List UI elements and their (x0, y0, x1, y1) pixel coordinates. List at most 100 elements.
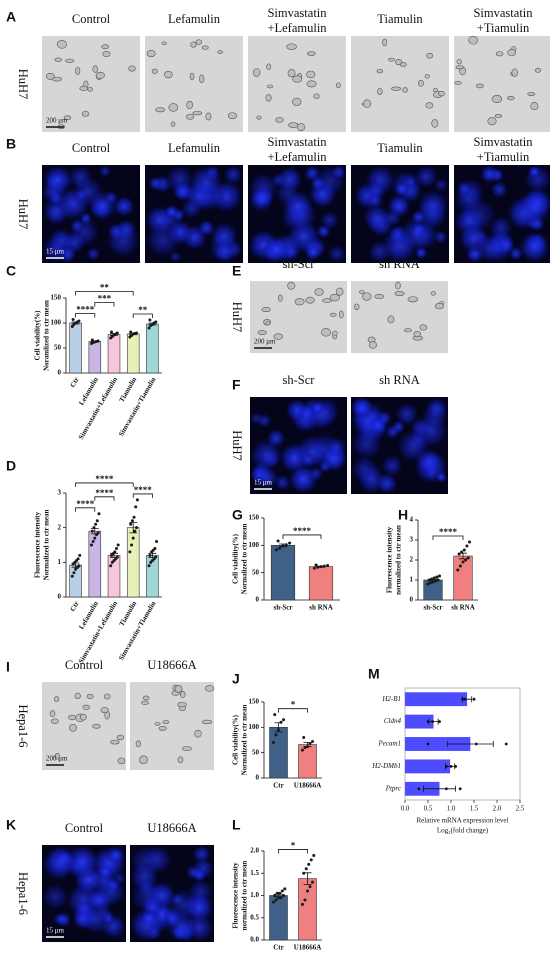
cell (265, 321, 271, 326)
cell (507, 49, 516, 57)
column-label: Simvastatin (267, 135, 327, 149)
data-point (89, 543, 93, 547)
data-point (472, 697, 476, 701)
data-point (312, 566, 316, 570)
stained-region (394, 181, 410, 197)
column-label: Lefamulin (168, 12, 221, 26)
cell (45, 72, 55, 80)
cell (332, 330, 338, 336)
data-point (275, 891, 279, 895)
data-point (90, 529, 94, 533)
bar (69, 322, 82, 374)
cell (81, 110, 90, 117)
cell (402, 87, 408, 93)
cell (201, 719, 213, 725)
cell (192, 110, 203, 116)
y-axis-label: Cell viability(%) (232, 533, 240, 584)
data-point (115, 555, 119, 559)
data-point (90, 338, 94, 342)
data-point (300, 902, 304, 906)
cell (329, 312, 337, 317)
data-point (109, 564, 113, 568)
cell (257, 330, 267, 335)
bar (405, 781, 440, 796)
data-point (282, 894, 286, 897)
data-point (72, 571, 76, 575)
data-point (309, 858, 313, 862)
stained-region (86, 246, 101, 261)
stained-region (113, 195, 135, 217)
significance-label: **** (293, 526, 312, 536)
cell (186, 100, 193, 110)
stained-region (213, 241, 236, 263)
cell (455, 65, 464, 70)
cell (368, 341, 377, 349)
cell (511, 68, 518, 77)
y-axis-label: Fluorescence intensity (34, 511, 42, 578)
data-point (457, 552, 461, 556)
y-axis-label: Cell viability(%) (232, 714, 240, 765)
data-point (129, 522, 133, 526)
data-point (426, 582, 430, 586)
data-point (282, 718, 286, 722)
cell (177, 756, 184, 764)
cell (399, 62, 407, 67)
data-point (436, 578, 440, 582)
cell (103, 693, 111, 700)
stained-region (383, 227, 419, 263)
cell (456, 58, 462, 65)
column-label: +Tiamulin (477, 150, 530, 164)
stained-region (256, 466, 279, 490)
micrograph-bg (248, 36, 346, 132)
data-point (135, 498, 139, 502)
data-point (154, 320, 158, 324)
significance-bracket (75, 507, 96, 512)
data-point (438, 574, 442, 578)
y-tick-label: 0 (410, 596, 414, 604)
data-point (271, 741, 275, 745)
panel-letter: C (6, 263, 16, 279)
cell (286, 43, 297, 50)
cell (101, 44, 109, 50)
error-bar (129, 522, 138, 534)
cell (75, 66, 81, 75)
data-point (77, 564, 81, 568)
significance-label: * (291, 700, 296, 710)
data-point (273, 713, 277, 717)
column-label: Control (72, 141, 111, 155)
bar (88, 341, 102, 374)
y-tick-label: 150 (249, 514, 260, 522)
cell (376, 68, 384, 74)
cell (177, 701, 187, 708)
cell (407, 296, 419, 303)
cell (306, 80, 317, 88)
data-point (464, 558, 468, 562)
bar (405, 692, 468, 707)
stained-region (249, 411, 263, 425)
cell (435, 302, 444, 310)
data-point (308, 742, 312, 746)
data-point (148, 553, 152, 557)
panel-letter: F (232, 377, 241, 393)
micrograph (248, 36, 346, 132)
data-point (426, 742, 430, 746)
scale-label: 200 μm (46, 117, 68, 125)
stained-region (417, 189, 449, 222)
bar (298, 878, 317, 941)
cell (261, 307, 271, 313)
data-point (113, 550, 117, 554)
stained-region (130, 862, 159, 892)
data-point (322, 564, 326, 568)
y-tick-label: 1 (58, 558, 62, 566)
x-tick-label: Simvastatin+Tiamulin (117, 600, 157, 662)
data-point (300, 748, 304, 752)
cell (335, 287, 344, 296)
data-point (78, 553, 82, 557)
scale-label: 200 μm (46, 755, 68, 763)
stained-region (248, 187, 274, 213)
column-label: Control (65, 821, 104, 835)
cell (306, 70, 316, 79)
significance-label: * (291, 841, 296, 851)
cell (425, 102, 434, 109)
micrograph (42, 165, 140, 263)
